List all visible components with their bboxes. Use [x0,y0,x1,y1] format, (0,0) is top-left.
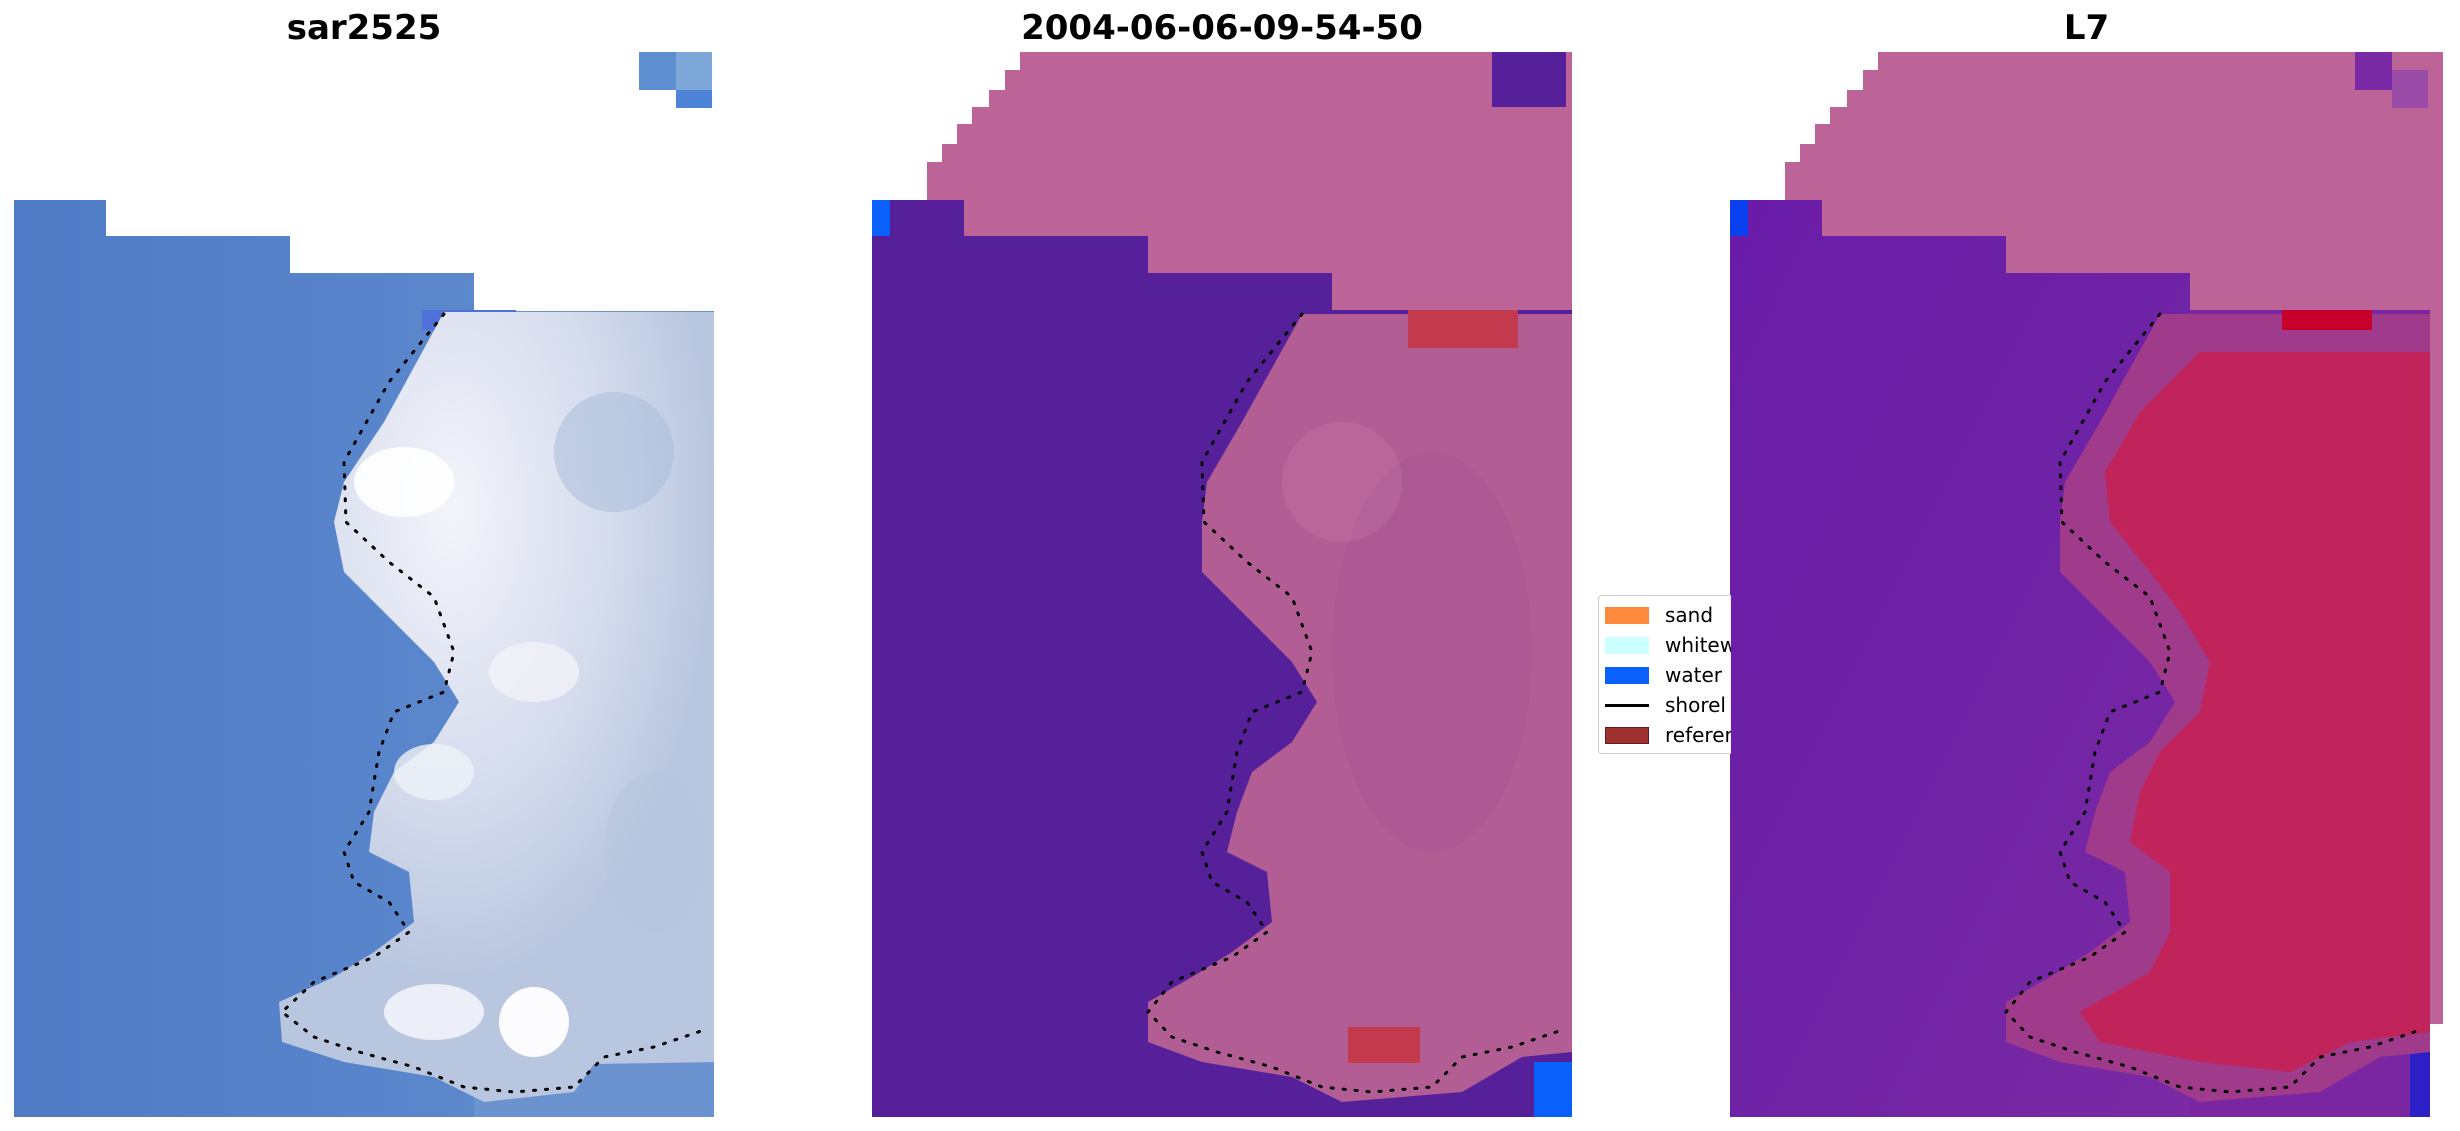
right-panel-title: L7 [2063,8,2110,48]
l7-image-panel [1730,52,2443,1117]
left-panel-title: sar2525 [286,8,442,48]
legend-label: whitew [1665,633,1731,657]
legend-label: sand [1665,603,1714,627]
legend-label: water [1665,663,1722,687]
legend-item-sand: sand [1605,603,1714,627]
legend-item-water: water [1605,663,1722,687]
legend-swatch-whitewater [1605,636,1649,654]
rgb-whitewater [279,312,714,1102]
legend-swatch-sand [1605,606,1649,624]
legend-item-shoreline: shorel [1605,693,1726,717]
legend-item-whitewater: whitew [1605,633,1731,657]
rgb-image-panel [14,52,714,1117]
legend-swatch-water [1605,666,1649,684]
legend-swatch-reference [1605,726,1649,744]
legend: sand whitew water shorel referen [1598,595,1731,754]
middle-panel-title: 2004-06-06-09-54-50 [1021,8,1423,48]
legend-item-reference: referen [1605,723,1731,747]
l7-shoreline [2004,312,2422,1094]
legend-label: shorel [1665,693,1726,717]
l7-land [1785,52,2443,1102]
classified-image-panel [872,52,1572,1117]
legend-line-shoreline [1605,703,1649,707]
rgb-shoreline [279,312,706,1094]
classified-land [927,52,1572,1102]
classified-shoreline [1146,312,1564,1094]
legend-label: referen [1665,723,1731,747]
